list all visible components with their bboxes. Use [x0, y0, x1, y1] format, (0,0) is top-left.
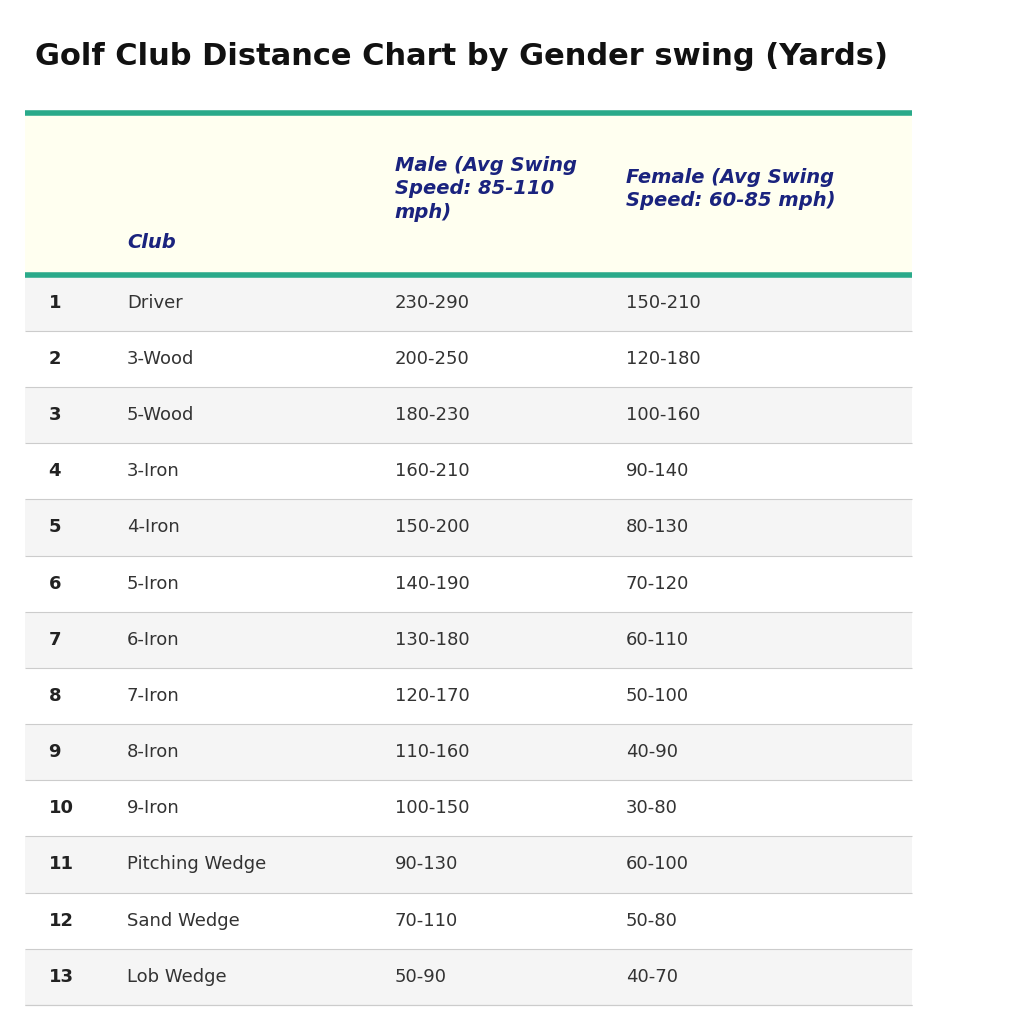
FancyBboxPatch shape [26, 724, 912, 780]
Text: 3-Iron: 3-Iron [127, 462, 180, 480]
Text: 110-160: 110-160 [394, 743, 469, 761]
Text: Male (Avg Swing
Speed: 85-110
mph): Male (Avg Swing Speed: 85-110 mph) [394, 156, 576, 222]
Text: 140-190: 140-190 [394, 574, 469, 593]
Text: Female (Avg Swing
Speed: 60-85 mph): Female (Avg Swing Speed: 60-85 mph) [625, 168, 835, 210]
FancyBboxPatch shape [26, 331, 912, 387]
Text: 150-210: 150-210 [625, 294, 700, 311]
Text: 9-Iron: 9-Iron [127, 800, 180, 817]
Text: 12: 12 [48, 911, 74, 930]
Text: Golf Club Distance Chart by Gender swing (Yards): Golf Club Distance Chart by Gender swing… [35, 42, 888, 72]
Text: 150-200: 150-200 [394, 518, 469, 537]
Text: 180-230: 180-230 [394, 407, 469, 424]
Text: 4: 4 [48, 462, 61, 480]
Text: 13: 13 [48, 968, 74, 986]
FancyBboxPatch shape [26, 500, 912, 555]
FancyBboxPatch shape [26, 443, 912, 500]
Text: 6: 6 [48, 574, 61, 593]
Text: 6-Iron: 6-Iron [127, 631, 180, 649]
FancyBboxPatch shape [26, 893, 912, 949]
FancyBboxPatch shape [26, 949, 912, 1005]
Text: Sand Wedge: Sand Wedge [127, 911, 240, 930]
Text: 200-250: 200-250 [394, 350, 469, 368]
Text: Club: Club [127, 233, 176, 252]
Text: 50-100: 50-100 [625, 687, 689, 705]
Text: 100-160: 100-160 [625, 407, 700, 424]
Text: 10: 10 [48, 800, 74, 817]
FancyBboxPatch shape [26, 780, 912, 837]
Text: 3-Wood: 3-Wood [127, 350, 194, 368]
Text: 30-80: 30-80 [625, 800, 678, 817]
Text: 5: 5 [48, 518, 61, 537]
Text: 8: 8 [48, 687, 61, 705]
Text: 50-80: 50-80 [625, 911, 678, 930]
Text: Driver: Driver [127, 294, 183, 311]
FancyBboxPatch shape [26, 611, 912, 668]
Text: 40-90: 40-90 [625, 743, 678, 761]
Text: 230-290: 230-290 [394, 294, 470, 311]
Text: 130-180: 130-180 [394, 631, 469, 649]
Text: 70-120: 70-120 [625, 574, 689, 593]
FancyBboxPatch shape [26, 274, 912, 331]
FancyBboxPatch shape [26, 113, 912, 274]
Text: 160-210: 160-210 [394, 462, 469, 480]
Text: 50-90: 50-90 [394, 968, 447, 986]
Text: 5-Wood: 5-Wood [127, 407, 194, 424]
Text: 70-110: 70-110 [394, 911, 458, 930]
Text: 120-180: 120-180 [625, 350, 700, 368]
Text: Lob Wedge: Lob Wedge [127, 968, 227, 986]
Text: 60-110: 60-110 [625, 631, 689, 649]
Text: 8-Iron: 8-Iron [127, 743, 180, 761]
FancyBboxPatch shape [26, 837, 912, 893]
Text: 1: 1 [48, 294, 61, 311]
Text: 120-170: 120-170 [394, 687, 469, 705]
FancyBboxPatch shape [26, 555, 912, 611]
FancyBboxPatch shape [26, 668, 912, 724]
Text: 80-130: 80-130 [625, 518, 689, 537]
Text: 40-70: 40-70 [625, 968, 678, 986]
Text: 7-Iron: 7-Iron [127, 687, 180, 705]
Text: 11: 11 [48, 855, 74, 873]
FancyBboxPatch shape [26, 387, 912, 443]
Text: 9: 9 [48, 743, 61, 761]
Text: 90-140: 90-140 [625, 462, 689, 480]
Text: 7: 7 [48, 631, 61, 649]
Text: 90-130: 90-130 [394, 855, 458, 873]
Text: 4-Iron: 4-Iron [127, 518, 180, 537]
Text: 2: 2 [48, 350, 61, 368]
Text: 3: 3 [48, 407, 61, 424]
Text: 5-Iron: 5-Iron [127, 574, 180, 593]
Text: Pitching Wedge: Pitching Wedge [127, 855, 267, 873]
Text: 60-100: 60-100 [625, 855, 689, 873]
Text: 100-150: 100-150 [394, 800, 469, 817]
